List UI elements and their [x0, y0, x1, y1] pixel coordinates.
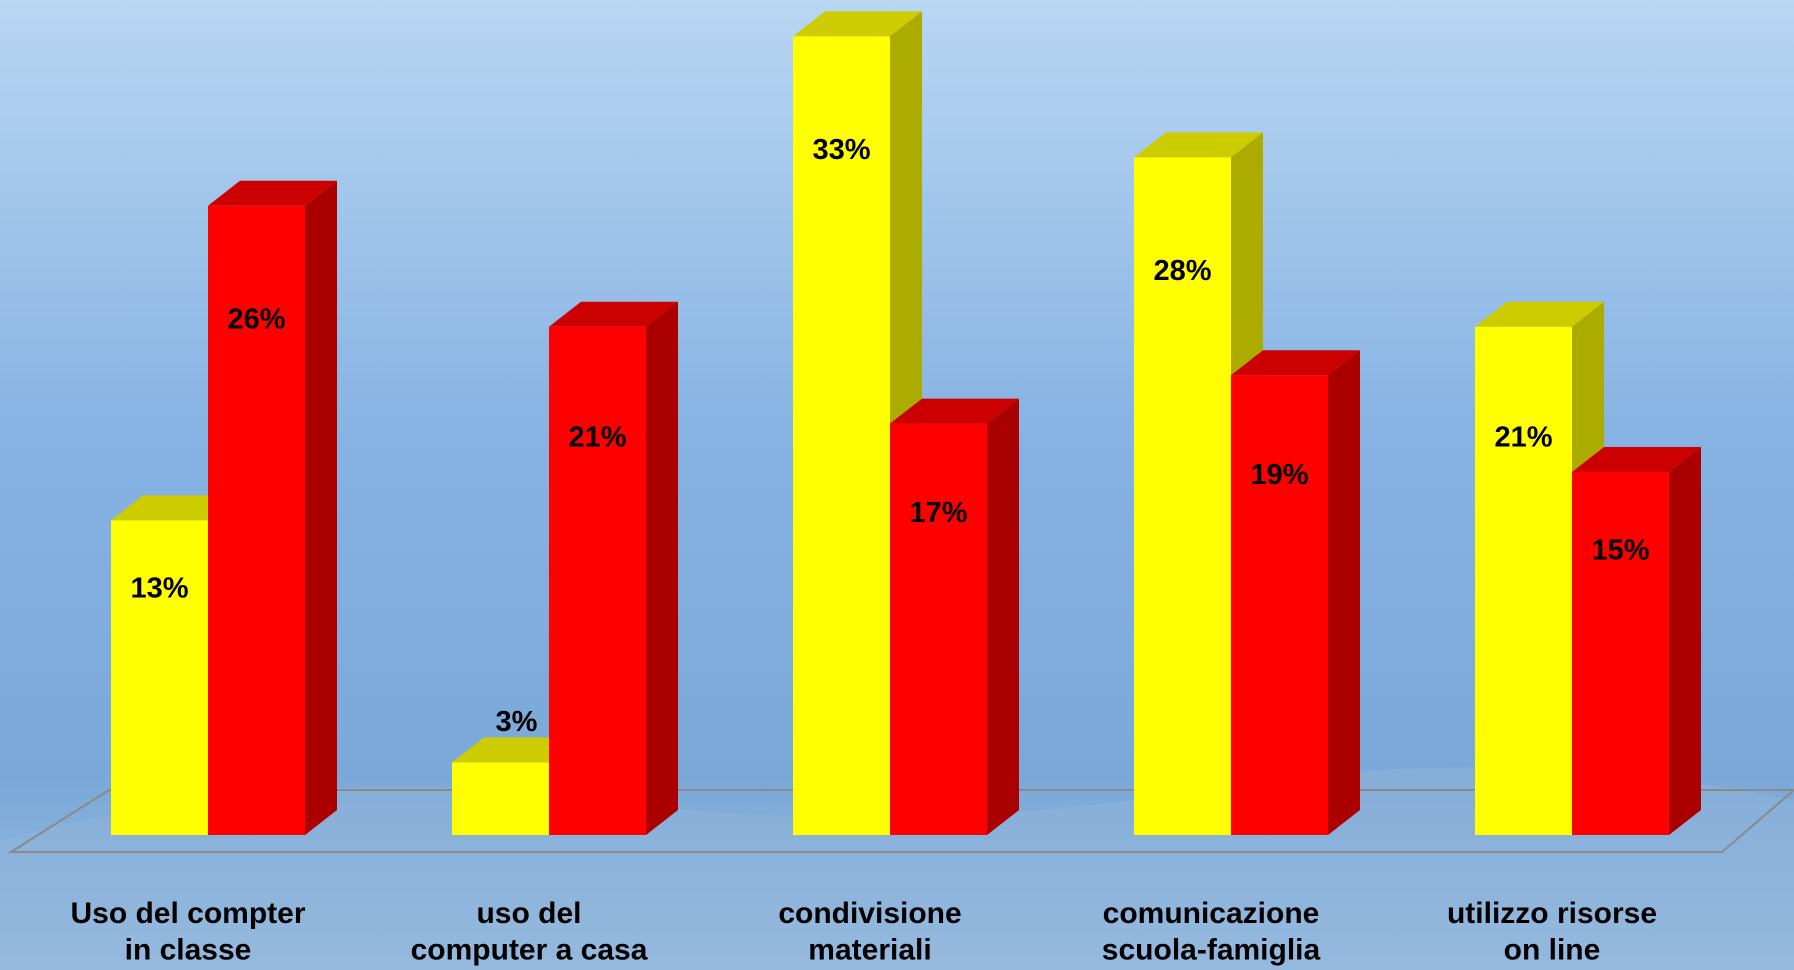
value-label: 19%: [1250, 459, 1308, 491]
bar: [1134, 157, 1231, 835]
bar-side: [1328, 350, 1360, 835]
value-label: 28%: [1153, 255, 1211, 287]
bar: [793, 36, 890, 835]
bar: [452, 762, 549, 835]
bar: [208, 205, 305, 836]
bar-top: [1572, 447, 1701, 472]
bar-top: [549, 301, 678, 327]
value-label: 33%: [812, 134, 870, 166]
bars: [111, 11, 1701, 836]
bar-top: [1134, 132, 1263, 158]
value-label: 21%: [1494, 421, 1552, 453]
value-label: 17%: [909, 497, 967, 529]
bar: [890, 423, 987, 835]
value-label: 15%: [1591, 535, 1649, 567]
x-tick-label: utilizzo risorse on line: [1447, 897, 1657, 967]
x-tick-label: Uso del compter in classe: [70, 897, 305, 967]
bar-top: [890, 398, 1019, 424]
bar-side: [646, 301, 678, 835]
bar-top: [1475, 301, 1604, 327]
value-label: 26%: [227, 303, 285, 335]
bar-top: [1231, 350, 1360, 376]
bar-side: [987, 398, 1019, 835]
bar: [1475, 326, 1572, 835]
value-label: 13%: [130, 572, 188, 604]
bar-side: [1669, 447, 1701, 835]
bar: [549, 326, 646, 835]
x-tick-label: uso del computer a casa: [411, 897, 648, 967]
bar: [111, 520, 208, 835]
x-tick-label: comunicazione scuola-famiglia: [1102, 897, 1321, 967]
bar-side: [305, 180, 337, 836]
floor-plane: [7, 789, 1794, 853]
bar: [1231, 375, 1328, 835]
value-label: 21%: [568, 421, 626, 453]
bar: [1572, 472, 1669, 835]
value-label: 3%: [496, 706, 538, 738]
bar-top: [793, 11, 922, 37]
bar-top: [111, 495, 240, 521]
x-tick-label: condivisione materiali: [778, 897, 961, 967]
bar-top: [452, 737, 581, 763]
bar-top: [208, 180, 337, 206]
